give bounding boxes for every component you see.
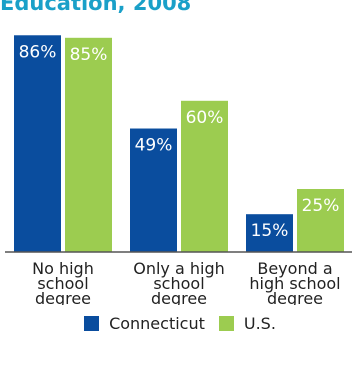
category-label-line: school xyxy=(153,274,204,293)
category-label-0: No high school degree xyxy=(32,259,94,305)
category-label-1: Only a high school degree xyxy=(133,259,225,305)
bars-group: 86% 85% 49% 60% 15% 25% xyxy=(14,35,344,252)
bar-value-label: 25% xyxy=(302,196,340,216)
category-label-line: degree xyxy=(151,289,207,305)
legend-label-connecticut: Connecticut xyxy=(109,314,205,333)
category-label-line: No high xyxy=(32,259,94,278)
bar-value-label: 86% xyxy=(19,42,57,62)
legend-label-us: U.S. xyxy=(243,314,276,333)
legend-item-connecticut: Connecticut xyxy=(84,314,205,333)
bar-value-label: 85% xyxy=(70,45,108,65)
legend-item-us: U.S. xyxy=(218,314,276,333)
bar-connecticut-0 xyxy=(14,35,61,252)
category-label-line: degree xyxy=(35,289,91,305)
category-label-line: degree xyxy=(267,289,323,305)
category-label-line: Beyond a xyxy=(257,259,332,278)
legend-swatch-us xyxy=(218,316,234,331)
bar-connecticut-2 xyxy=(246,214,293,252)
category-label-line: Only a high xyxy=(133,259,225,278)
category-label-line: high school xyxy=(249,274,340,293)
bar-us-0 xyxy=(65,37,112,252)
bar-us-2 xyxy=(297,189,344,252)
legend: Connecticut U.S. xyxy=(0,314,360,333)
bar-value-label: 49% xyxy=(135,136,173,156)
bar-us-1 xyxy=(181,100,228,252)
bar-value-label: 15% xyxy=(251,221,289,241)
category-label-line: school xyxy=(37,274,88,293)
bar-chart: 86% 85%49%60%15%25% No high school degreeOn… xyxy=(5,35,352,305)
chart-title: Education, 2008 xyxy=(0,0,192,15)
bar-value-label: 60% xyxy=(186,108,224,128)
bar-connecticut-1 xyxy=(130,128,177,252)
legend-swatch-connecticut xyxy=(84,316,100,331)
category-label-2: Beyond a high school degree xyxy=(249,259,340,305)
